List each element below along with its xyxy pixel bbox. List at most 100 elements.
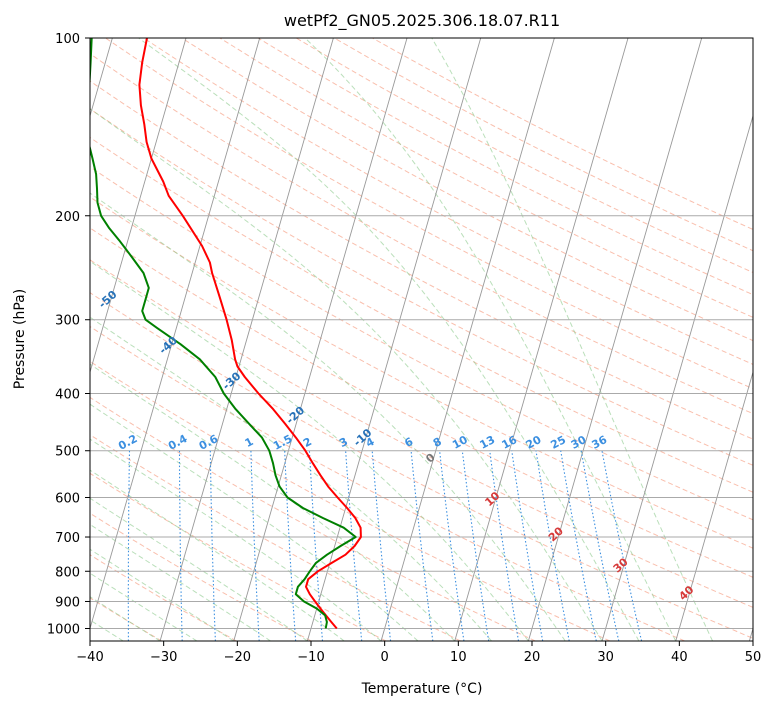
x-tick-label: 50 [745, 650, 762, 665]
mixing-ratio-line [489, 450, 520, 641]
y-tick-label: 1000 [47, 622, 80, 637]
mixing-ratio-line [560, 450, 597, 641]
mixing-ratio-label: 0.2 [116, 432, 139, 453]
y-tick-label: 900 [55, 595, 80, 610]
y-tick-label: 500 [55, 445, 80, 460]
chart-title: wetPf2_GN05.2025.306.18.07.R11 [284, 11, 560, 31]
isotherm-label: 30 [611, 555, 631, 575]
x-tick-label: 30 [597, 650, 614, 665]
dry-adiabat [90, 53, 753, 415]
x-tick-label: 40 [671, 650, 688, 665]
dry-adiabat [90, 292, 753, 639]
y-tick-label: 600 [55, 491, 80, 506]
dry-adiabat [90, 80, 753, 440]
mixing-ratio-label: 20 [524, 433, 544, 452]
isotherm-line [90, 38, 187, 374]
moist-adiabat [90, 192, 566, 641]
mixing-ratio-line [601, 450, 643, 641]
dry-adiabat [90, 396, 536, 641]
dry-adiabat [90, 512, 312, 641]
y-tick-label: 200 [55, 210, 80, 225]
mixing-ratio-line [535, 450, 570, 641]
moist-adiabat [304, 38, 677, 641]
y-axis-label: Pressure (hPa) [12, 289, 28, 389]
isotherm-label: 0 [423, 451, 438, 466]
x-tick-label: −40 [76, 650, 103, 665]
mixing-ratio-label: 1.5 [271, 432, 294, 453]
dry-adiabat [90, 227, 753, 578]
dry-adiabat [90, 360, 611, 641]
mixing-ratio-line [345, 450, 363, 641]
dry-adiabat [90, 472, 387, 641]
dry-adiabat [257, 38, 753, 296]
x-tick-label: 20 [524, 650, 541, 665]
dry-adiabat [90, 554, 237, 641]
mixing-ratio-line [371, 450, 392, 641]
plot-frame [89, 37, 754, 642]
y-tick-label: 800 [55, 565, 80, 580]
moist-adiabat [90, 469, 345, 641]
dewpoint-profile-line [90, 38, 357, 629]
mixing-ratio-label: 0.4 [166, 432, 190, 453]
dry-adiabat [90, 108, 753, 466]
mixing-ratio-label: 36 [590, 433, 610, 452]
isotherm-line [306, 38, 482, 641]
temperature-profile-line [138, 38, 362, 630]
isotherm-line [233, 38, 408, 641]
mixing-ratio-line [209, 450, 216, 641]
isotherm-line [159, 38, 334, 641]
mixing-ratio-label: 16 [500, 433, 520, 452]
mixing-ratio-label: 30 [569, 433, 589, 452]
y-tick-label: 400 [55, 388, 80, 403]
dry-adiabat [181, 38, 753, 342]
mixing-ratio-label: 10 [450, 433, 470, 452]
mixing-ratio-line [127, 450, 131, 641]
mixing-ratio-label: 0.1 [69, 432, 92, 453]
mixing-ratio-line [178, 450, 183, 641]
moist-adiabat [90, 438, 382, 641]
mixing-ratio-line [461, 450, 490, 641]
dry-adiabat [90, 259, 753, 608]
isotherm-label: 10 [482, 489, 502, 509]
dry-adiabat [143, 38, 753, 365]
mixing-ratio-label: 0.6 [197, 432, 221, 453]
dry-adiabat [90, 196, 753, 549]
x-tick-label: −20 [224, 650, 251, 665]
mixing-ratio-line [511, 450, 544, 641]
moist-adiabat [90, 403, 419, 641]
isotherm-line [454, 38, 629, 641]
isotherm-line [380, 38, 555, 641]
mixing-ratio-label: 1 [243, 435, 256, 450]
x-tick-label: 10 [450, 650, 467, 665]
mixing-ratio-label: 8 [431, 435, 444, 450]
moist-adiabat [90, 316, 492, 641]
isotherm-label: 40 [676, 583, 696, 603]
isotherm-line [675, 370, 753, 641]
x-axis-label: Temperature (°C) [361, 681, 483, 697]
dry-adiabat [105, 38, 753, 390]
moist-adiabat [138, 38, 640, 641]
isotherm-line [527, 38, 703, 641]
moist-adiabat [431, 38, 714, 641]
x-tick-label: 0 [381, 650, 389, 665]
isotherm-label: -20 [284, 404, 308, 427]
mixing-ratio-label: 6 [402, 435, 415, 450]
dry-adiabat [295, 38, 753, 274]
plot-area [90, 38, 753, 641]
x-tick-label: −10 [297, 650, 324, 665]
dry-adiabat [90, 597, 162, 641]
moist-adiabat [90, 260, 529, 641]
x-tick-label: −30 [150, 650, 177, 665]
dry-adiabat [90, 136, 753, 493]
dry-adiabat [90, 434, 461, 641]
y-tick-label: 700 [55, 531, 80, 546]
axes: −40 −30 −20 −10 0 10 20 30 40 5010009008007006005… [47, 32, 761, 665]
mixing-ratio-line [410, 450, 434, 641]
y-tick-label: 100 [55, 32, 80, 47]
moist-adiabat [90, 363, 456, 641]
moist-adiabat [90, 523, 271, 641]
isotherm-line [601, 114, 753, 641]
dry-adiabat [90, 325, 685, 641]
isotherm-label: -30 [220, 369, 244, 392]
